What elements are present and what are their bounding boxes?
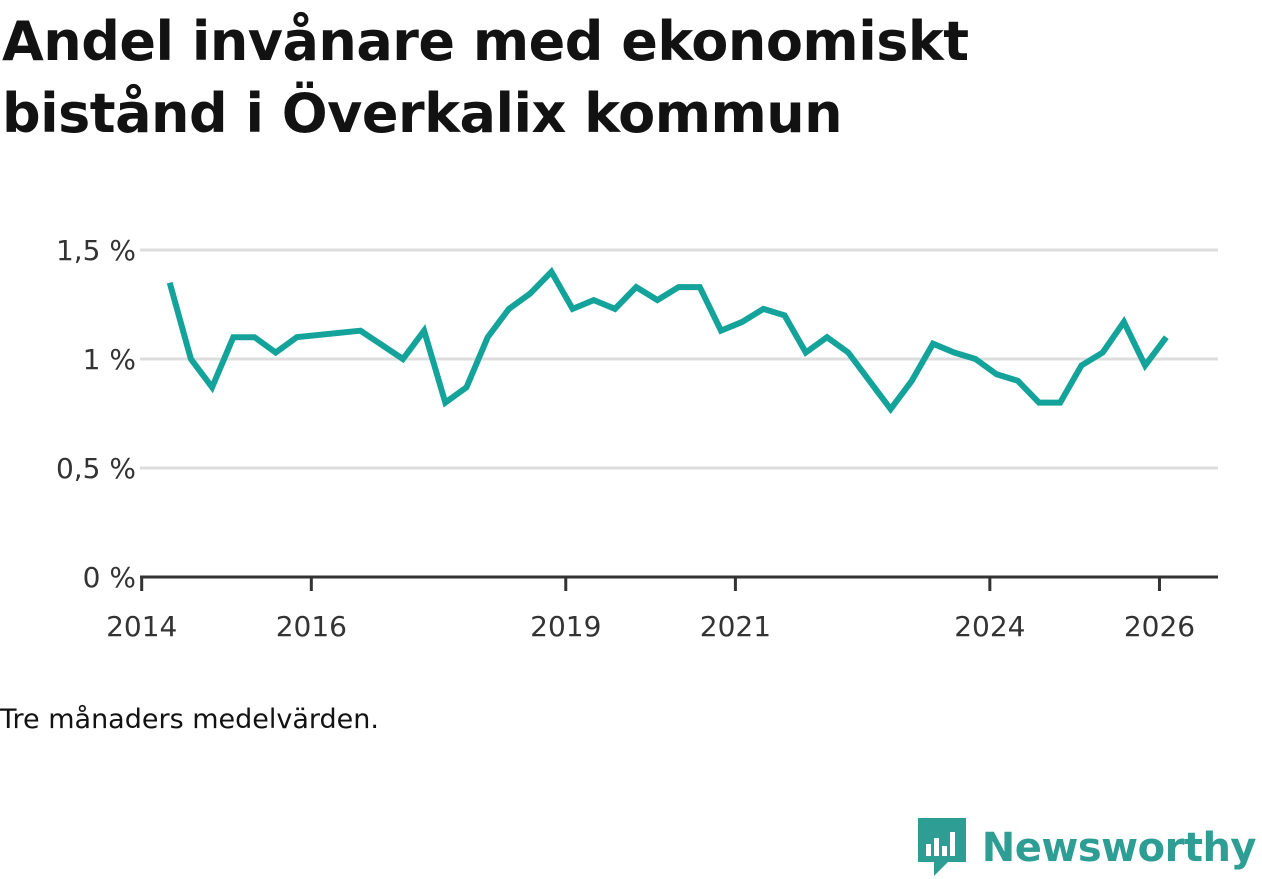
series-layer	[166, 266, 1169, 415]
y-tick-label: 0 %	[83, 561, 136, 594]
grid-lines	[140, 248, 1218, 470]
brand-name: Newsworthy	[981, 825, 1257, 871]
newsworthy-logo-icon	[917, 818, 966, 876]
x-tick-label: 2019	[530, 610, 601, 643]
line-chart: 0 % 0,5 % 1 % 1,5 % 2014 2016 2019 2021 2024 202…	[56, 234, 1218, 643]
x-axis	[140, 575, 1218, 591]
brand-logo-block: Newsworthy	[917, 818, 1257, 878]
x-tick-label: 2024	[954, 610, 1025, 643]
x-axis-labels: 2014 2016 2019 2021 2024 2026	[106, 610, 1195, 643]
x-tick-label: 2026	[1124, 610, 1195, 643]
x-tick-label: 2016	[276, 610, 347, 643]
chart-title: Andel invånare med ekonomiskt bistånd i Ö…	[2, 6, 1242, 150]
y-axis-labels: 0 % 0,5 % 1 % 1,5 %	[56, 234, 136, 594]
chart-title-line-1: Andel invånare med ekonomiskt	[2, 10, 969, 73]
y-tick-label: 1 %	[83, 343, 136, 376]
x-tick-label: 2014	[106, 610, 177, 643]
y-tick-label: 1,5 %	[56, 234, 136, 267]
series-line	[166, 266, 1169, 415]
x-tick-label: 2021	[700, 610, 771, 643]
chart-title-line-2: bistånd i Överkalix kommun	[2, 82, 843, 145]
y-tick-label: 0,5 %	[56, 452, 136, 485]
chart-footnote: Tre månaders medelvärden.	[0, 704, 379, 735]
